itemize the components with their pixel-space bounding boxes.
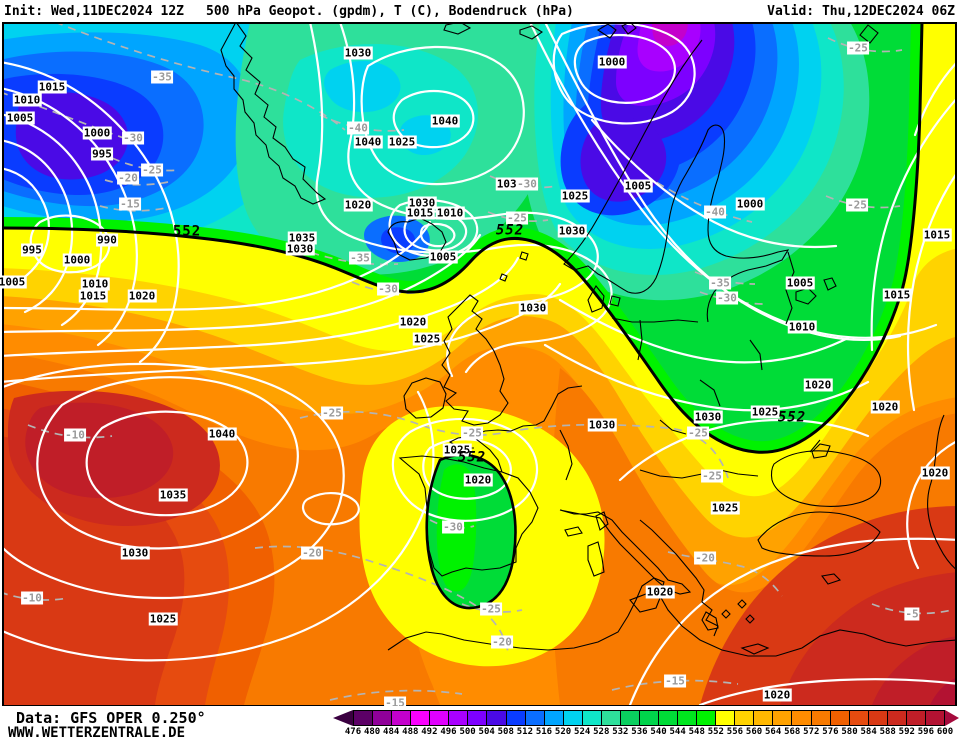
title-bar: Init: Wed,11DEC2024 12Z 500 hPa Geopot. … bbox=[0, 0, 959, 22]
colorbar-cell bbox=[581, 711, 601, 725]
website-credit: WWW.WETTERZENTRALE.DE bbox=[8, 725, 186, 741]
colorbar-cell bbox=[867, 711, 887, 725]
colorbar-tick: 592 bbox=[898, 727, 915, 737]
colorbar-cell bbox=[791, 711, 811, 725]
field-description: 500 hPa Geopot. (gpdm), T (C), Bodendruc… bbox=[206, 3, 574, 19]
colorbar-tick: 528 bbox=[593, 727, 610, 737]
colorbar-tick: 540 bbox=[650, 727, 667, 737]
colorbar-tick: 496 bbox=[440, 727, 457, 737]
colorbar-tick: 476 bbox=[344, 727, 362, 737]
colorbar-cell bbox=[753, 711, 773, 725]
colorbar-right-arrow bbox=[945, 710, 959, 726]
colorbar-tick: 584 bbox=[860, 727, 877, 737]
colorbar-cell bbox=[734, 711, 754, 725]
colorbar-cell bbox=[829, 711, 849, 725]
valid-time: Valid: Thu,12DEC2024 06Z bbox=[767, 3, 955, 19]
colorbar-cell bbox=[372, 711, 392, 725]
colorbar-cell bbox=[696, 711, 716, 725]
footer-bar: Data: GFS OPER 0.250° WWW.WETTERZENTRALE… bbox=[0, 706, 959, 741]
colorbar-tick: 568 bbox=[784, 727, 801, 737]
colorbar-tick: 556 bbox=[726, 727, 744, 737]
colorbar-cell bbox=[562, 711, 582, 725]
init-time: Init: Wed,11DEC2024 12Z bbox=[4, 3, 185, 19]
colorbar-cell bbox=[429, 711, 449, 725]
contour-552-layer bbox=[3, 22, 924, 610]
colorbar-cell bbox=[715, 711, 735, 725]
colorbar-cell bbox=[467, 711, 487, 725]
colorbar-cell bbox=[924, 711, 944, 725]
colorbar-cell bbox=[505, 711, 525, 725]
data-source: Data: GFS OPER 0.250° bbox=[16, 709, 206, 727]
coastline-layer bbox=[220, 22, 956, 657]
colorbar-cell bbox=[905, 711, 925, 725]
colorbar-cell bbox=[448, 711, 468, 725]
isobar-lines-layer bbox=[3, 22, 956, 706]
colorbar-tick: 504 bbox=[478, 727, 495, 737]
colorbar-tick: 532 bbox=[612, 727, 629, 737]
colorbar-cell bbox=[391, 711, 411, 725]
colorbar-tick: 572 bbox=[803, 727, 820, 737]
colorbar-cell bbox=[658, 711, 678, 725]
colorbar-cell bbox=[410, 711, 430, 725]
colorbar-cell bbox=[886, 711, 906, 725]
colorbar-tick: 564 bbox=[764, 727, 782, 737]
colorbar-tick: 548 bbox=[688, 727, 705, 737]
colorbar-tick: 560 bbox=[745, 727, 763, 737]
colorbar-tick: 596 bbox=[917, 727, 935, 737]
colorbar-tick: 544 bbox=[669, 727, 686, 737]
colorbar-cell bbox=[772, 711, 792, 725]
colorbar-cell bbox=[677, 711, 697, 725]
colorbar-cell bbox=[638, 711, 658, 725]
colorbar-tick: 508 bbox=[497, 727, 514, 737]
colorbar bbox=[333, 710, 959, 726]
colorbar-cell bbox=[486, 711, 506, 725]
colorbar-tick: 536 bbox=[631, 727, 648, 737]
colorbar-tick: 580 bbox=[841, 727, 858, 737]
colorbar-tick: 552 bbox=[707, 727, 724, 737]
colorbar-tick: 500 bbox=[459, 727, 476, 737]
colorbar-tick: 516 bbox=[535, 727, 553, 737]
colorbar-tick: 480 bbox=[363, 727, 381, 737]
colorbar-tick: 576 bbox=[822, 727, 839, 737]
colorbar-cell bbox=[600, 711, 620, 725]
colorbar-cells bbox=[353, 710, 945, 726]
colorbar-cell bbox=[848, 711, 868, 725]
colorbar-tick: 600 bbox=[936, 727, 954, 737]
colorbar-tick: 492 bbox=[421, 727, 438, 737]
colorbar-tick: 520 bbox=[554, 727, 572, 737]
colorbar-tick: 588 bbox=[879, 727, 896, 737]
colorbar-left-arrow bbox=[333, 710, 353, 726]
colorbar-tick: 524 bbox=[574, 727, 591, 737]
colorbar-tick: 484 bbox=[383, 727, 400, 737]
colorbar-cell bbox=[619, 711, 639, 725]
colorbar-cell bbox=[543, 711, 563, 725]
colorbar-cell bbox=[810, 711, 830, 725]
colorbar-tick: 512 bbox=[516, 727, 533, 737]
colorbar-tick: 488 bbox=[402, 727, 419, 737]
colorbar-tick-labels: 476 480 484 488 492 496 500 504 508 512 516 520 524 5… bbox=[333, 727, 959, 739]
colorbar-cell bbox=[354, 711, 373, 725]
colorbar-cell bbox=[524, 711, 544, 725]
